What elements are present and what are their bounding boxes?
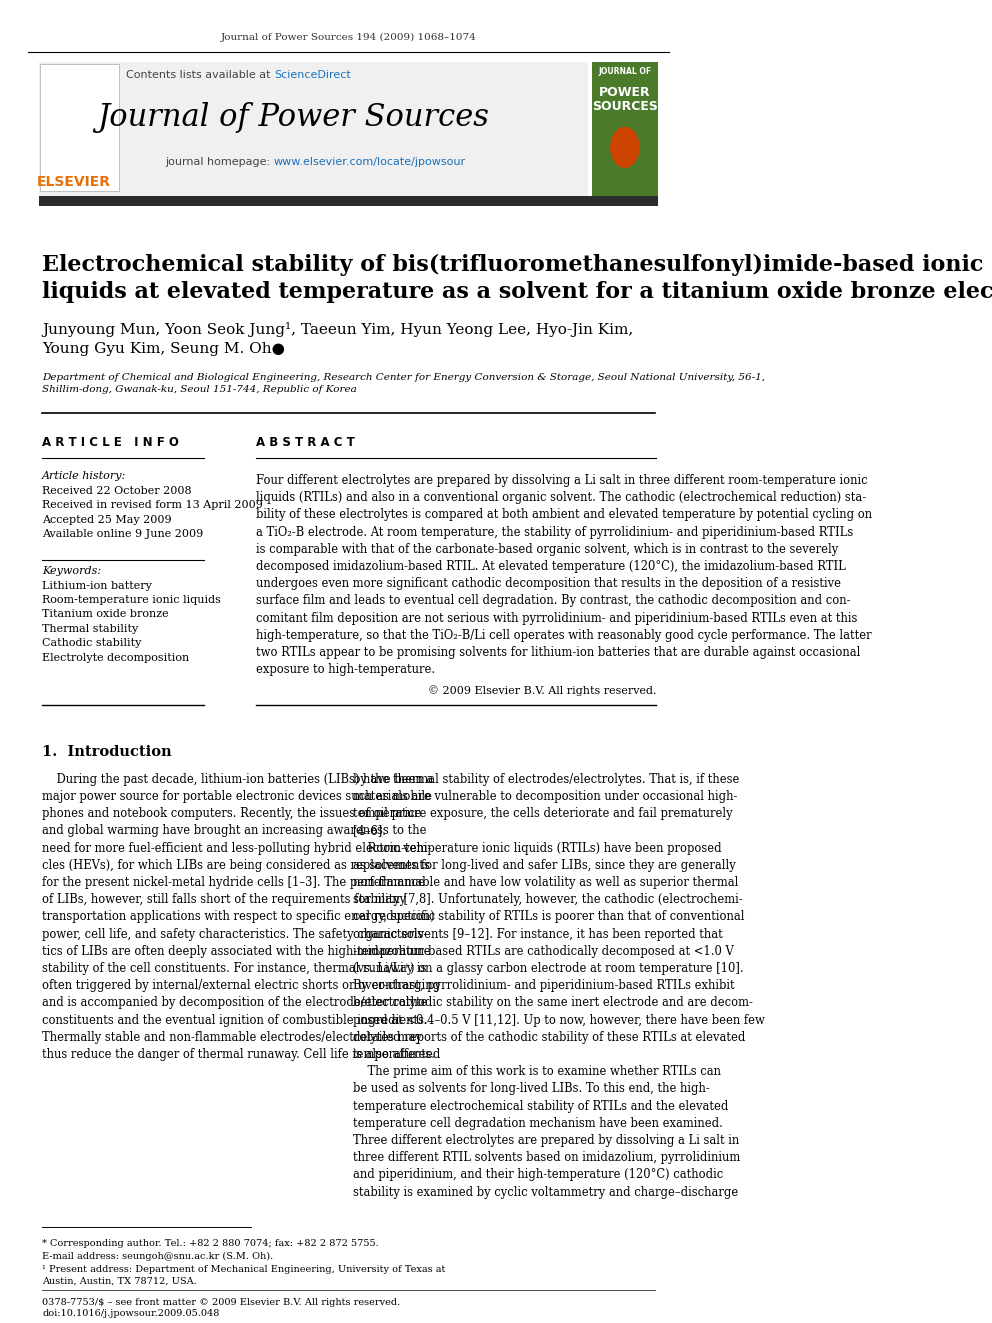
Text: A R T I C L E   I N F O: A R T I C L E I N F O	[42, 437, 179, 450]
Text: A B S T R A C T: A B S T R A C T	[256, 437, 355, 450]
Text: * Corresponding author. Tel.: +82 2 880 7074; fax: +82 2 872 5755.: * Corresponding author. Tel.: +82 2 880 …	[42, 1238, 379, 1248]
Text: Received 22 October 2008
Received in revised form 13 April 2009
Accepted 25 May : Received 22 October 2008 Received in rev…	[42, 486, 263, 540]
Text: Keywords:: Keywords:	[42, 566, 101, 576]
Text: by the thermal stability of electrodes/electrolytes. That is, if these
materials: by the thermal stability of electrodes/e…	[353, 773, 765, 1199]
Text: ELSEVIER: ELSEVIER	[37, 175, 111, 189]
Text: Article history:: Article history:	[42, 471, 126, 482]
Text: journal homepage:: journal homepage:	[166, 157, 274, 167]
Text: 1.  Introduction: 1. Introduction	[42, 745, 172, 759]
Text: Journal of Power Sources: Journal of Power Sources	[97, 102, 489, 134]
Text: Contents lists available at: Contents lists available at	[126, 70, 274, 79]
Text: Junyoung Mun, Yoon Seok Jung¹, Taeeun Yim, Hyun Yeong Lee, Hyo-Jin Kim,
Young Gy: Junyoung Mun, Yoon Seok Jung¹, Taeeun Yi…	[42, 321, 633, 356]
Text: 0378-7753/$ – see front matter © 2009 Elsevier B.V. All rights reserved.
doi:10.: 0378-7753/$ – see front matter © 2009 El…	[42, 1298, 401, 1319]
Bar	[592, 62, 658, 196]
Text: During the past decade, lithium-ion batteries (LIBs) have been a
major power sou: During the past decade, lithium-ion batt…	[42, 773, 440, 1061]
Text: Four different electrolytes are prepared by dissolving a Li salt in three differ: Four different electrolytes are prepared…	[256, 474, 872, 676]
Text: Department of Chemical and Biological Engineering, Research Center for Energy Co: Department of Chemical and Biological En…	[42, 373, 765, 394]
Text: POWER
SOURCES: POWER SOURCES	[592, 86, 658, 112]
Text: © 2009 Elsevier B.V. All rights reserved.: © 2009 Elsevier B.V. All rights reserved…	[428, 685, 657, 696]
Bar	[40, 64, 119, 192]
Text: ScienceDirect: ScienceDirect	[274, 70, 350, 79]
Text: JOURNAL OF: JOURNAL OF	[598, 67, 652, 77]
Bar	[39, 196, 658, 206]
Text: www.elsevier.com/locate/jpowsour: www.elsevier.com/locate/jpowsour	[274, 157, 466, 167]
Text: Electrochemical stability of bis(trifluoromethanesulfonyl)imide-based ionic
liqu: Electrochemical stability of bis(trifluo…	[42, 254, 992, 303]
Text: Lithium-ion battery
Room-temperature ionic liquids
Titanium oxide bronze
Thermal: Lithium-ion battery Room-temperature ion…	[42, 581, 221, 663]
Circle shape	[611, 127, 639, 167]
Bar	[39, 62, 587, 196]
Text: ¹ Present address: Department of Mechanical Engineering, University of Texas at
: ¹ Present address: Department of Mechani…	[42, 1265, 445, 1286]
Text: Journal of Power Sources 194 (2009) 1068–1074: Journal of Power Sources 194 (2009) 1068…	[220, 33, 476, 42]
Text: E-mail address: seungoh@snu.ac.kr (S.M. Oh).: E-mail address: seungoh@snu.ac.kr (S.M. …	[42, 1252, 274, 1261]
